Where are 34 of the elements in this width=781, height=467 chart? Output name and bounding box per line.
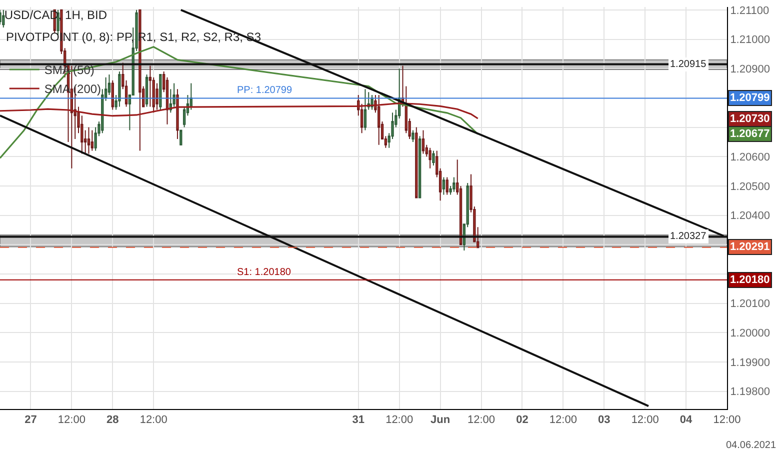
annotation: 1.20799	[730, 92, 770, 104]
x-tick-label: 04	[680, 414, 694, 426]
annotation: 1.20180	[730, 274, 770, 286]
x-tick-label: Jun	[430, 414, 450, 426]
annotation: 1.20677	[730, 128, 770, 140]
x-tick-label: 12:00	[549, 414, 577, 426]
annotation: 1.20730	[730, 113, 770, 125]
ref-line-label: S1: 1.20180	[237, 267, 292, 278]
x-tick-label: 27	[24, 414, 37, 426]
x-tick-label: 03	[598, 414, 610, 426]
x-tick-label: 12:00	[58, 414, 86, 426]
x-tick-label: 31	[352, 414, 365, 426]
y-tick-label: 1.21100	[730, 4, 770, 17]
annotation: 1.20291	[730, 241, 770, 253]
x-tick-label: 12:00	[140, 414, 168, 426]
y-tick-label: 1.19800	[730, 386, 770, 398]
ref-line-label: PP: 1.20799	[237, 85, 292, 96]
y-tick-label: 1.20000	[730, 328, 770, 340]
x-tick-label: 12:00	[386, 414, 414, 426]
y-tick-label: 1.20400	[730, 210, 770, 222]
y-tick-label: 1.20600	[730, 152, 770, 164]
x-tick-label: 12:00	[713, 414, 741, 426]
ref-line-label: 1.20327	[670, 231, 707, 242]
x-tick-label: 12:00	[631, 414, 659, 426]
y-tick-label: 1.21000	[730, 34, 770, 46]
y-tick-label: 1.19900	[730, 356, 770, 369]
y-tick-label: 1.20900	[730, 63, 770, 76]
y-tick-label: 1.20100	[730, 298, 770, 310]
y-tick-label: 1.20500	[730, 180, 770, 193]
ref-line-label: 1.20915	[670, 59, 707, 70]
x-tick-label: 12:00	[467, 414, 496, 426]
x-tick-label: 28	[106, 414, 119, 426]
text: 04.06.2021	[726, 440, 776, 451]
x-tick-label: 02	[516, 414, 528, 426]
